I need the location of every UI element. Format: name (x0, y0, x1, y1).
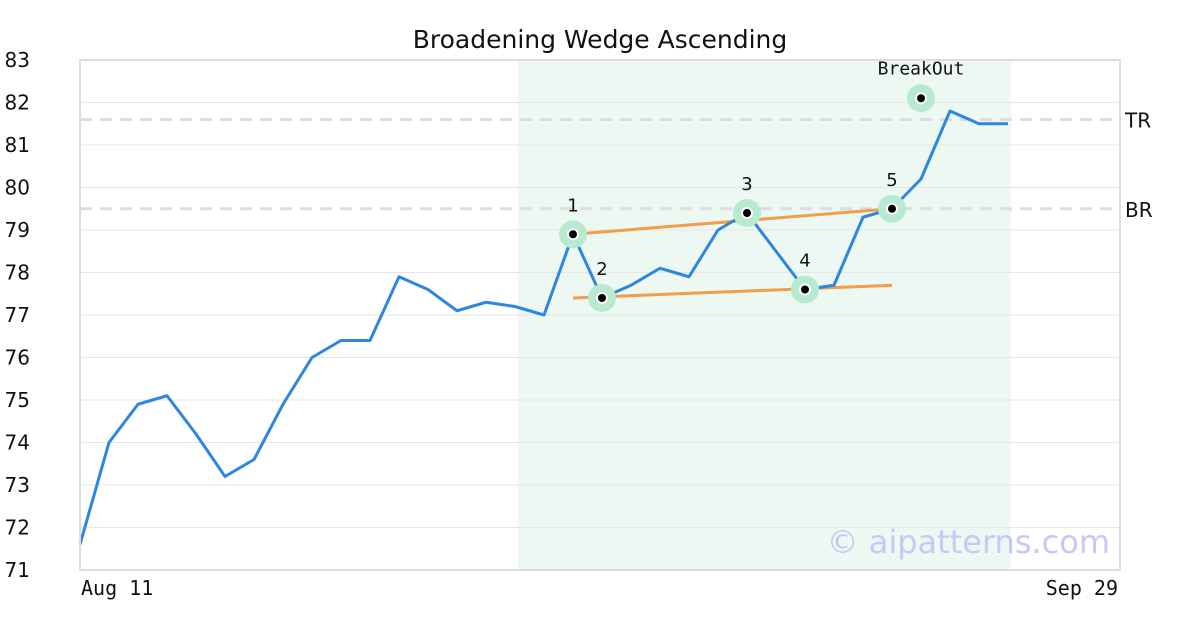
y-tick-label: 72 (5, 516, 30, 540)
pattern-point (888, 204, 896, 213)
y-tick-label: 75 (5, 388, 30, 412)
reference-label: TR (1124, 109, 1151, 133)
pattern-point-label: 1 (567, 195, 578, 216)
y-tick-label: 77 (5, 303, 30, 327)
chart-title: Broadening Wedge Ascending (413, 25, 788, 54)
pattern-point (598, 294, 606, 302)
trendline (572, 283, 893, 300)
plot-frame (79, 59, 1121, 571)
pattern-point (569, 230, 577, 239)
y-tick-label: 82 (5, 91, 30, 115)
price-line (78, 109, 1008, 545)
x-axis-ticks: Aug 11 Sep 29 (81, 576, 1118, 600)
pattern-point-label: BreakOut (878, 58, 965, 79)
grid-lines (80, 59, 1120, 571)
pattern-point-label: 3 (741, 174, 752, 195)
y-tick-label: 83 (5, 48, 30, 72)
y-tick-label: 71 (5, 558, 30, 582)
watermark: © aipatterns.com (827, 523, 1110, 561)
reference-label: BR (1125, 198, 1153, 222)
pattern-point-label: 5 (886, 170, 897, 191)
y-tick-label: 81 (5, 133, 30, 157)
pattern-point-label: 2 (596, 259, 607, 280)
pattern-point (743, 209, 751, 217)
x-tick-label: Sep 29 (1046, 576, 1118, 600)
y-axis-ticks: 71 72 73 74 75 76 77 78 79 80 81 82 83 (5, 48, 30, 582)
y-tick-label: 80 (5, 176, 30, 200)
y-tick-label: 79 (5, 218, 30, 242)
pattern-points: 1 2 3 4 5 BreakOut (559, 58, 964, 312)
y-tick-label: 74 (5, 431, 30, 455)
pattern-point-label: 4 (799, 251, 810, 272)
y-tick-label: 78 (5, 261, 30, 285)
x-tick-label: Aug 11 (81, 576, 153, 600)
pattern-point (801, 285, 809, 294)
y-tick-label: 73 (5, 473, 30, 497)
y-tick-label: 76 (5, 346, 30, 370)
pattern-point (917, 94, 925, 103)
